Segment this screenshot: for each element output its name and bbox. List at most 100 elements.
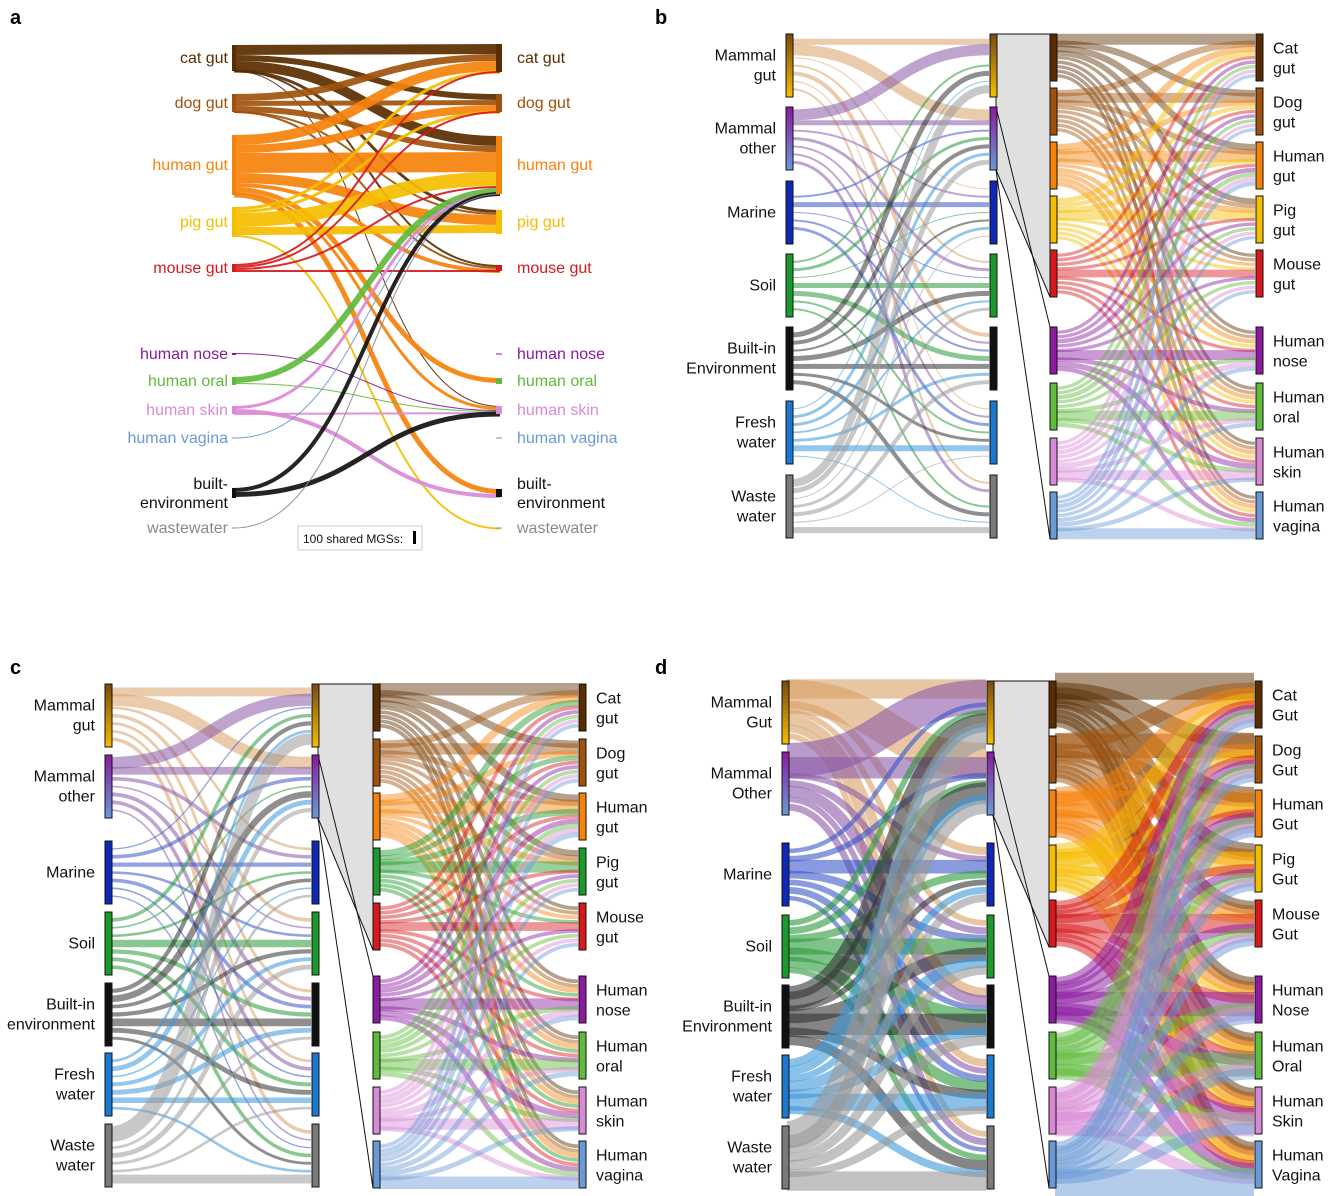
tgt-flow-oral-to-skin	[1055, 417, 1256, 473]
tgt-flow-skin-to-nose	[1055, 361, 1256, 469]
tgt-flow-skin-to-dog	[1055, 123, 1256, 450]
source-label-so: Soil	[745, 939, 772, 956]
tgt-flow-mouse-to-vagina	[378, 942, 579, 1167]
source-label-fw: Fresh	[54, 1067, 95, 1084]
target-bar-cat	[1254, 680, 1263, 729]
right-label-skin: human skin	[517, 402, 599, 419]
inner-target-bar-human	[1048, 789, 1057, 838]
target-label-dog: gut	[1273, 115, 1296, 132]
right-bar-pig	[496, 210, 502, 234]
inner-target-bar-nose	[372, 975, 381, 1024]
right-label-oral: human oral	[517, 373, 597, 390]
tgt-flow-nose-to-human	[1055, 167, 1256, 344]
target-bar-skin	[1254, 1086, 1263, 1135]
source-label-fw: water	[55, 1087, 96, 1104]
target-bar-vagina	[578, 1140, 587, 1189]
right-bar-mouse	[496, 265, 502, 271]
inner-target-bar-oral	[372, 1031, 381, 1080]
tgt-flow-human-to-vagina	[1055, 181, 1256, 509]
left-bar-pig	[232, 207, 236, 237]
tgt-flow-vagina-to-oral	[378, 1071, 579, 1177]
tgt-flow-dog-to-human	[378, 750, 579, 806]
tgt-flow-nose-to-oral	[378, 1006, 579, 1063]
inner-target-bar-skin	[1048, 1086, 1057, 1135]
target-bar-nose	[578, 975, 587, 1024]
tgt-flow-dog-to-mouse	[1055, 109, 1256, 262]
src-flow-ma-to-mg	[109, 706, 312, 850]
tgt-flow-vagina-to-cat	[1055, 74, 1256, 499]
tgt-flow-cat-to-mouse	[1055, 55, 1256, 257]
target-label-nose: Human	[1273, 334, 1325, 351]
tgt-flow-mouse-to-nose	[378, 929, 579, 1002]
src-flow-ww-to-mg	[790, 85, 990, 487]
tgt-flow-vagina-to-nose	[1055, 366, 1256, 523]
zoom-trapezoid	[995, 33, 1051, 298]
right-label-vagina: human vagina	[517, 430, 618, 447]
target-label-cat: Cat	[1273, 41, 1298, 58]
target-label-oral: Human	[1273, 390, 1325, 407]
target-label-human: gut	[1273, 169, 1296, 186]
tgt-flow-vagina-to-nose	[378, 1015, 579, 1172]
inner-target-bar-oral	[1048, 1031, 1057, 1080]
target-label-dog: Dog	[1273, 95, 1302, 112]
left-bar-waste	[232, 527, 236, 529]
tgt-flow-cat-to-oral	[378, 714, 579, 1040]
tgt-flow-oral-to-skin	[378, 1066, 579, 1123]
tgt-flow-mouse-to-vagina	[1055, 290, 1256, 518]
src-flow-so-to-mg	[790, 64, 990, 263]
tgt-flow-nose-to-cat	[1055, 60, 1256, 334]
tgt-flow-pig-to-dog	[378, 755, 579, 861]
tgt-flow-oral-to-cat	[378, 714, 579, 1040]
source-label-mg: Gut	[746, 715, 772, 732]
src-flow-ww-to-ma	[790, 235, 990, 500]
target-label-pig: Pig	[596, 855, 619, 872]
flow-built-to-human	[233, 192, 501, 492]
inner-target-bar-vagina	[372, 1140, 381, 1189]
src-flow-ww-to-ma	[109, 894, 312, 1149]
inner-target-bar-cat	[1049, 33, 1058, 82]
tgt-flow-pig-to-mouse	[378, 869, 579, 924]
tgt-flow-nose-to-vagina	[378, 1015, 579, 1172]
target-label-oral: oral	[596, 1059, 623, 1076]
left-bar-nose	[232, 353, 236, 355]
target-label-nose: Human	[1272, 983, 1324, 1000]
middle-bar-mo	[986, 751, 995, 816]
inner-target-bar-dog	[372, 738, 381, 787]
flow-waste-to-human	[233, 193, 501, 529]
tgt-flow-cat-to-vagina	[1055, 74, 1256, 499]
source-label-be: Environment	[682, 1019, 772, 1036]
zoom-line-lower	[317, 817, 374, 1189]
tgt-flow-pig-to-skin	[1055, 231, 1256, 459]
source-label-ma: Marine	[723, 867, 772, 884]
flow-pig-to-cat	[233, 70, 501, 210]
tgt-flow-vagina-to-human	[378, 832, 579, 1158]
target-label-vagina: Vagina	[1272, 1168, 1321, 1185]
inner-target-bar-mouse	[1048, 899, 1057, 948]
target-label-pig: Gut	[1272, 872, 1298, 889]
tgt-flow-pig-to-vagina	[378, 887, 579, 1162]
target-label-vagina: vagina	[1273, 519, 1320, 536]
flow-pig-to-dog	[233, 110, 501, 213]
panel-letter-b: b	[655, 7, 667, 29]
tgt-flow-cat-to-pig	[378, 699, 579, 857]
source-label-so: Soil	[68, 936, 95, 953]
target-label-oral: Human	[596, 1039, 648, 1056]
source-label-be: Built-in	[727, 341, 776, 358]
target-label-cat: gut	[596, 711, 619, 728]
tgt-flow-mouse-to-cat	[378, 705, 579, 911]
inner-target-bar-mouse	[1049, 249, 1058, 298]
source-label-mg: gut	[754, 68, 777, 85]
source-bar-mo	[781, 751, 790, 816]
tgt-flow-skin-to-mouse	[1055, 285, 1256, 464]
tgt-flow-human-to-cat	[1055, 45, 1256, 151]
tgt-flow-cat-to-human	[1055, 45, 1256, 151]
middle-bar-mg	[311, 683, 320, 748]
source-label-mg: Mammal	[34, 698, 95, 715]
left-bar-mouse	[232, 264, 236, 272]
target-label-mouse: Gut	[1272, 927, 1298, 944]
tgt-flow-cat-to-dog	[378, 690, 579, 749]
src-flow-ww-to-mo	[109, 807, 312, 1142]
tgt-flow-oral-to-mouse	[378, 933, 579, 1058]
tgt-flow-nose-to-cat	[378, 710, 579, 984]
tgt-flow-mouse-to-pig	[378, 869, 579, 924]
